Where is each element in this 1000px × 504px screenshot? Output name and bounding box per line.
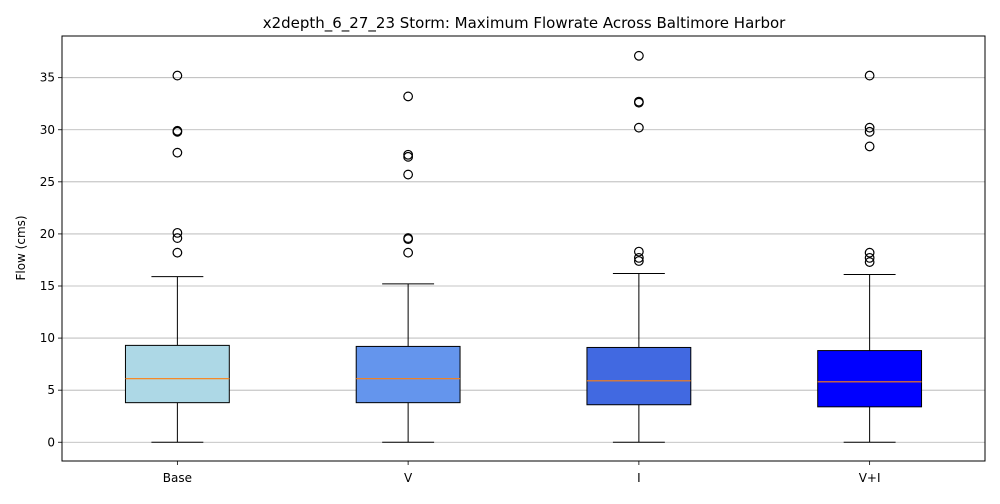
y-tick-label: 5 (47, 383, 55, 397)
outlier-point (403, 233, 414, 243)
y-tick-label: 20 (40, 227, 55, 241)
chart-title: x2depth_6_27_23 Storm: Maximum Flowrate … (263, 14, 786, 33)
outlier-point (864, 257, 875, 267)
outlier-point (172, 227, 183, 238)
outlier-point (403, 149, 414, 160)
outlier-point (403, 169, 414, 180)
x-tick-label: V (404, 471, 413, 485)
y-tick-label: 0 (47, 435, 55, 449)
outlier-point (864, 70, 875, 81)
x-tick-label: V+I (859, 471, 881, 485)
plot-frame (61, 35, 986, 462)
outlier-point (633, 246, 644, 257)
outlier-point (864, 141, 875, 152)
outlier-point (172, 125, 183, 136)
outlier-point (633, 122, 644, 133)
outlier-point (864, 126, 875, 137)
outlier-point (864, 252, 875, 263)
box-group-v-i (817, 70, 923, 443)
x-tick-label: I (637, 471, 641, 485)
outlier-point (403, 91, 414, 102)
box-iqr (817, 350, 923, 408)
outlier-point (172, 233, 183, 243)
x-tick-label: Base (163, 471, 192, 485)
outlier-point (403, 151, 414, 162)
box-iqr (586, 346, 692, 406)
box-iqr (355, 345, 461, 404)
outlier-point (633, 50, 644, 61)
y-tick-label: 35 (40, 71, 55, 85)
box-group-v (355, 91, 461, 443)
outlier-point (172, 70, 183, 81)
y-axis-label: Flow (cms) (14, 215, 28, 280)
outlier-point (633, 96, 644, 107)
outlier-point (633, 252, 644, 263)
tick-layer: 0 5 10 15 20 25 30 35 Base V I V+I (40, 71, 881, 485)
y-tick-label: 25 (40, 175, 55, 189)
y-tick-label: 15 (40, 279, 55, 293)
y-tick-label: 30 (40, 123, 55, 137)
outlier-point (403, 247, 414, 258)
outlier-point (864, 122, 875, 133)
box-iqr (124, 344, 230, 404)
outlier-point (864, 247, 875, 258)
box-layer (124, 50, 923, 443)
outlier-point (633, 256, 644, 266)
y-tick-label: 10 (40, 331, 55, 345)
outlier-point (172, 247, 183, 258)
box-group-base (124, 70, 230, 443)
box-group-i (586, 50, 692, 443)
outlier-point (172, 147, 183, 158)
